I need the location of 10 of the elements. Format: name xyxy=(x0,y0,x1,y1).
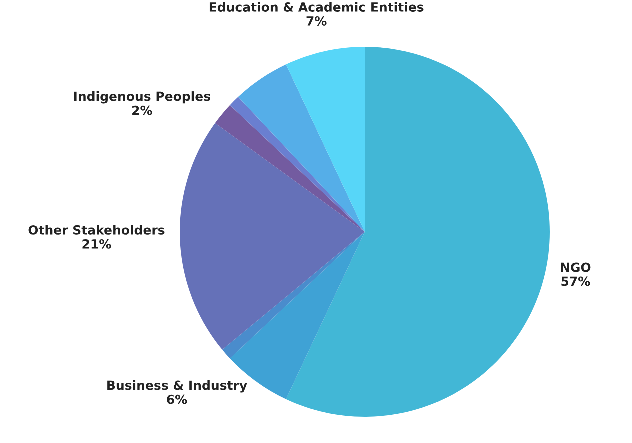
slice-label: Education & Academic Entities xyxy=(210,2,424,12)
data-label: 6% xyxy=(167,394,188,404)
data-label: 57% xyxy=(562,276,590,286)
data-label: 7% xyxy=(306,16,327,26)
data-label: 21% xyxy=(82,239,112,249)
slice-label: Indigenous Peoples xyxy=(74,92,210,104)
data-label: 2% xyxy=(132,106,152,116)
slice-label: Business & Industry xyxy=(108,380,248,393)
slice-label: Other Stakeholders xyxy=(28,225,165,235)
slice-label: NGO xyxy=(561,262,591,272)
